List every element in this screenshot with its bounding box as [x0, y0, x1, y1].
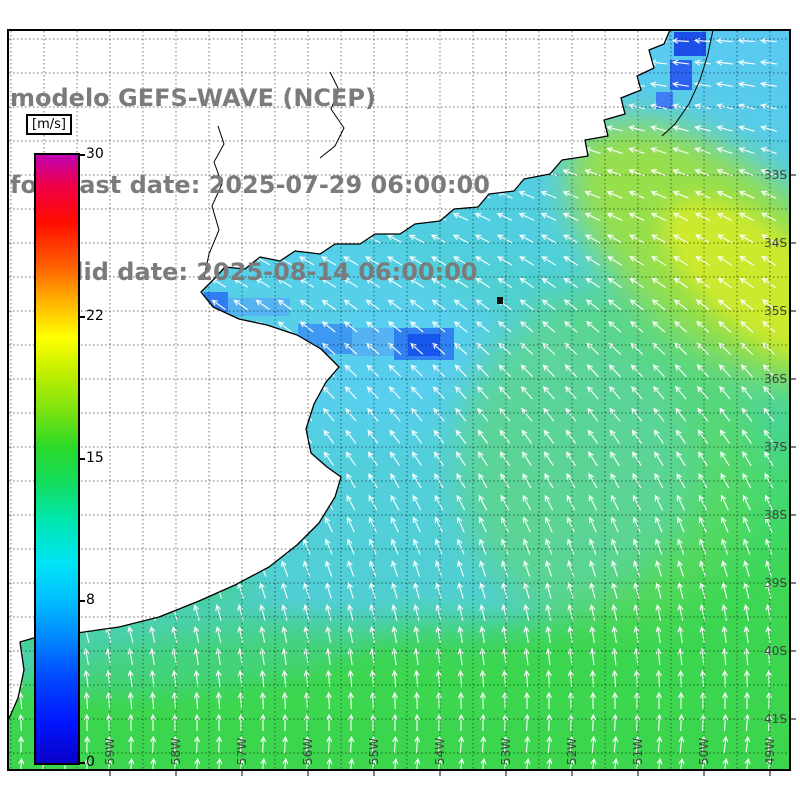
low-speed-patch: [656, 92, 673, 109]
latitude-labels: 33S 34S 35S 36S 37S 38S 39S 40S 41S: [764, 168, 787, 726]
longitude-labels: 59W 58W 57W 56W 55W 54W 53W 52W 51W 50W 49W: [103, 738, 777, 765]
river-lines: [203, 71, 345, 279]
model-title: modelo GEFS-WAVE (NCEP): [10, 84, 376, 112]
low-speed-patch: [228, 298, 290, 316]
colorbar: [34, 153, 80, 765]
field-blob: [458, 290, 758, 630]
map-frame: [7, 29, 791, 771]
valid-date: valid date: 2025-08-14 06:00:00: [10, 258, 478, 286]
wave-speed-field: [8, 120, 790, 770]
colorbar-tick-mark: [78, 154, 85, 156]
lon-label: 50W: [697, 738, 711, 765]
colorbar-tick-mark: [78, 762, 85, 764]
lat-label: 35S: [764, 304, 787, 318]
title-block: modelo GEFS-WAVE (NCEP) forecast date: 2…: [10, 26, 490, 345]
coastal-spit-line: [661, 30, 714, 137]
colorbar-tick-mark: [78, 599, 85, 602]
lat-label: 40S: [764, 644, 787, 658]
field-blob: [8, 620, 790, 770]
colorbar-tick-label: 0: [86, 754, 95, 770]
lon-label: 57W: [235, 738, 249, 765]
colorbar-tick-label: 8: [86, 591, 95, 608]
lon-label: 49W: [763, 738, 777, 765]
lon-label: 56W: [301, 738, 315, 765]
lat-label: 41S: [764, 712, 787, 726]
lat-label: 33S: [764, 168, 787, 182]
forecast-date: forecast date: 2025-07-29 06:00:00: [10, 171, 490, 199]
colorbar-tick-label: 15: [86, 450, 104, 466]
axis-tick-marks: [109, 174, 796, 776]
lon-label: 52W: [565, 738, 579, 765]
lat-lon-gridlines: [9, 31, 789, 769]
colorbar-units-label: [m/s]: [26, 114, 72, 135]
lon-label: 51W: [631, 738, 645, 765]
colorbar-tick-mark: [78, 316, 85, 319]
lon-label: 55W: [367, 738, 381, 765]
lat-label: 34S: [764, 236, 787, 250]
island-marker: [497, 297, 503, 304]
colorbar-tick-label: 22: [86, 308, 104, 325]
lat-label: 38S: [764, 508, 787, 522]
low-speed-patch: [408, 334, 440, 356]
colorbar-tick-mark: [78, 458, 85, 460]
lat-label: 37S: [764, 440, 787, 454]
land-coastline: [8, 30, 671, 721]
lon-label: 58W: [169, 738, 183, 765]
lat-label: 36S: [764, 372, 787, 386]
lat-label: 39S: [764, 576, 787, 590]
colorbar-tick-label: 30: [86, 146, 104, 162]
low-speed-patch: [674, 32, 706, 56]
field-blob: [661, 198, 790, 362]
lon-label: 53W: [499, 738, 513, 765]
lon-label: 54W: [433, 738, 447, 765]
lon-label: 59W: [103, 738, 117, 765]
